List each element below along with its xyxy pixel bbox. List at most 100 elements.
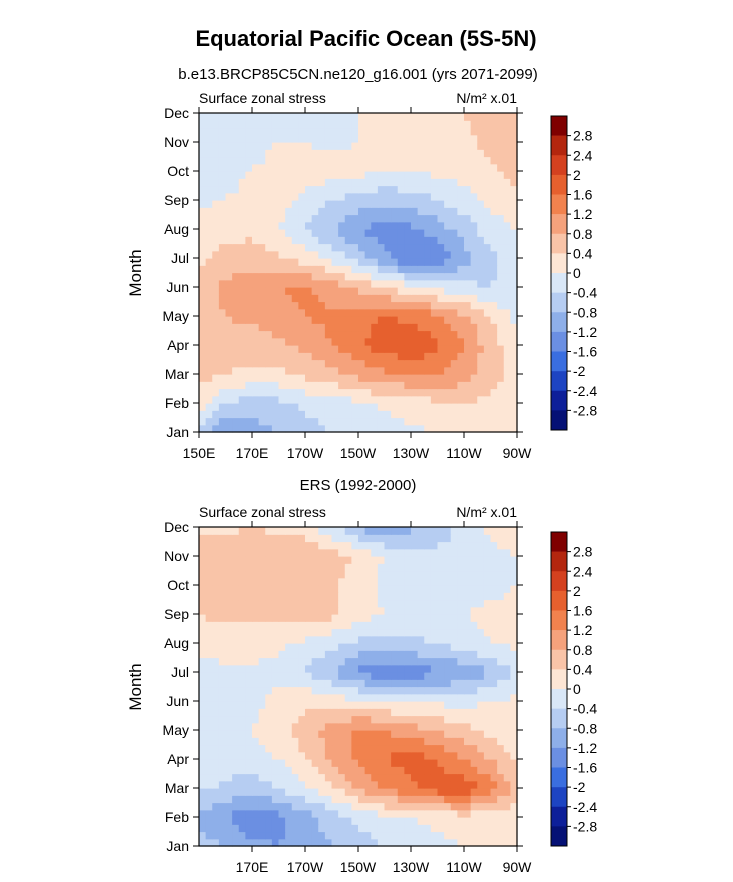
- contour-cell: [483, 722, 492, 731]
- contour-cell: [271, 614, 280, 622]
- contour-cell: [483, 744, 492, 753]
- contour-cell: [503, 149, 511, 158]
- contour-cell: [444, 417, 452, 426]
- contour-cell: [371, 809, 379, 818]
- contour-cell: [212, 650, 220, 659]
- contour-cell: [477, 258, 485, 266]
- contour-cell: [377, 410, 386, 419]
- contour-cell: [252, 715, 260, 724]
- contour-cell: [477, 693, 485, 702]
- contour-cell: [464, 221, 472, 230]
- contour-cell: [371, 730, 379, 738]
- contour-cell: [497, 424, 505, 433]
- contour-cell: [377, 337, 386, 346]
- contour-cell: [371, 171, 379, 179]
- contour-cell: [430, 403, 439, 411]
- contour-cell: [285, 744, 293, 753]
- contour-cell: [424, 417, 432, 426]
- contour-cell: [477, 563, 485, 572]
- colorbar-swatch: [551, 610, 567, 631]
- contour-cell: [510, 664, 518, 673]
- contour-cell: [258, 614, 266, 622]
- contour-cell: [450, 250, 458, 259]
- contour-cell: [311, 751, 319, 760]
- contour-cell: [358, 192, 366, 201]
- contour-cell: [417, 352, 425, 361]
- contour-cell: [252, 381, 260, 390]
- contour-cell: [358, 374, 366, 382]
- contour-cell: [430, 200, 439, 208]
- contour-cell: [298, 650, 306, 659]
- contour-cell: [305, 127, 313, 136]
- contour-cell: [464, 722, 472, 731]
- contour-cell: [497, 766, 505, 775]
- contour-cell: [358, 563, 366, 572]
- contour-cell: [497, 817, 505, 825]
- contour-cell: [318, 185, 326, 194]
- contour-cell: [351, 294, 359, 303]
- contour-cell: [225, 171, 233, 179]
- top-colorbar: 2.82.421.61.20.80.40-0.4-0.8-1.2-1.6-2-2…: [550, 115, 597, 431]
- contour-cell: [404, 207, 412, 216]
- contour-cell: [437, 722, 445, 731]
- contour-cell: [377, 236, 386, 245]
- contour-cell: [351, 527, 359, 535]
- contour-cell: [437, 258, 445, 266]
- contour-cell: [437, 657, 445, 666]
- contour-cell: [232, 156, 240, 165]
- contour-cell: [324, 294, 333, 303]
- contour-cell: [252, 628, 260, 637]
- contour-cell: [291, 686, 299, 695]
- contour-cell: [298, 287, 306, 295]
- contour-cell: [464, 337, 472, 346]
- contour-cell: [351, 693, 359, 702]
- contour-cell: [404, 795, 412, 804]
- contour-cell: [232, 614, 240, 622]
- contour-cell: [212, 773, 220, 782]
- contour-cell: [464, 817, 472, 825]
- contour-cell: [238, 585, 246, 593]
- contour-cell: [212, 831, 220, 840]
- contour-cell: [470, 192, 478, 201]
- contour-cell: [258, 831, 266, 840]
- contour-cell: [417, 330, 425, 339]
- contour-cell: [444, 185, 452, 194]
- contour-cell: [199, 120, 207, 129]
- contour-cell: [450, 294, 458, 303]
- contour-cell: [477, 722, 485, 731]
- contour-cell: [252, 773, 260, 782]
- contour-cell: [358, 403, 366, 411]
- contour-cell: [271, 541, 280, 550]
- contour-cell: [324, 715, 333, 724]
- contour-cell: [470, 577, 478, 586]
- contour-cell: [444, 236, 452, 245]
- contour-cell: [318, 527, 326, 535]
- contour-cell: [252, 788, 260, 796]
- contour-cell: [510, 650, 518, 659]
- contour-cell: [305, 294, 313, 303]
- contour-cell: [324, 628, 333, 637]
- contour-cell: [437, 744, 445, 753]
- contour-cell: [331, 679, 339, 688]
- contour-cell: [450, 330, 458, 339]
- contour-cell: [510, 207, 518, 216]
- contour-cell: [351, 592, 359, 601]
- contour-cell: [371, 592, 379, 601]
- contour-cell: [258, 178, 266, 187]
- contour-cell: [377, 708, 386, 717]
- contour-cell: [311, 113, 319, 121]
- contour-cell: [245, 301, 253, 310]
- contour-cell: [417, 134, 425, 143]
- contour-cell: [245, 737, 253, 746]
- contour-cell: [205, 759, 213, 767]
- contour-cell: [457, 657, 465, 666]
- contour-cell: [450, 831, 458, 840]
- contour-cell: [437, 265, 445, 274]
- contour-cell: [384, 316, 392, 324]
- contour-cell: [351, 715, 359, 724]
- contour-cell: [265, 570, 273, 579]
- contour-cell: [252, 802, 260, 811]
- contour-cell: [291, 221, 299, 230]
- contour-cell: [444, 751, 452, 760]
- contour-cell: [199, 628, 207, 637]
